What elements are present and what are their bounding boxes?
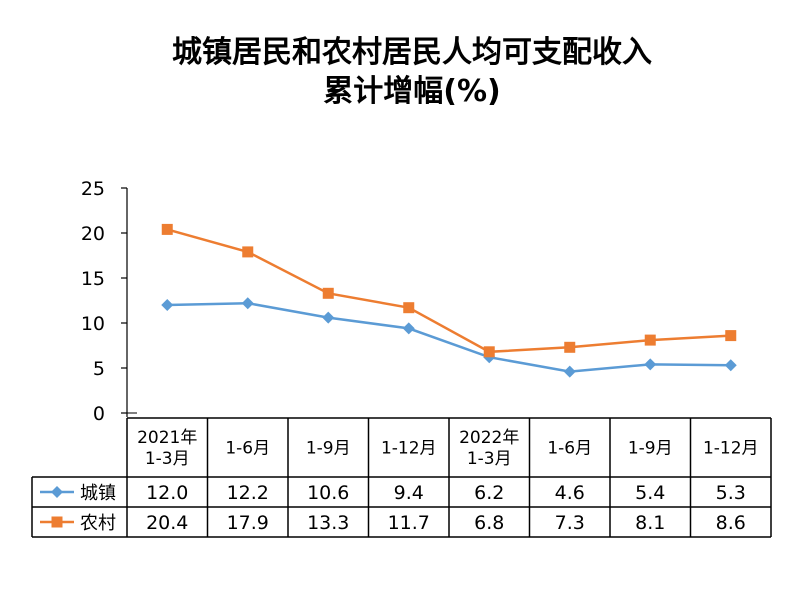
- y-tick-label: 20: [81, 223, 105, 245]
- x-category-label: 1-12月: [703, 439, 759, 459]
- series-line-rural: [166, 228, 731, 354]
- x-category-label: 1-3月: [145, 449, 190, 469]
- data-value-cell: 4.6: [555, 482, 585, 504]
- x-category-label: 1-6月: [547, 439, 592, 459]
- series-line-urban: [167, 301, 731, 373]
- data-value-cell: 8.1: [635, 512, 665, 534]
- data-point-urban: [644, 358, 657, 371]
- data-point-rural: [161, 223, 173, 235]
- data-point-urban: [322, 311, 335, 324]
- data-point-rural: [242, 246, 254, 258]
- y-tick-label: 10: [81, 313, 105, 335]
- data-point-rural: [322, 287, 334, 299]
- chart-title-line: 城镇居民和农村居民人均可支配收入: [172, 35, 652, 70]
- data-point-rural: [644, 334, 656, 346]
- data-value-cell: 9.4: [394, 482, 424, 504]
- data-value-cell: 8.6: [716, 512, 746, 534]
- legend-key-marker: [51, 486, 63, 498]
- x-category-label: 1-3月: [467, 449, 512, 469]
- data-value-cell: 20.4: [146, 512, 188, 534]
- x-category-label: 1-9月: [628, 439, 673, 459]
- data-value-cell: 5.4: [635, 482, 665, 504]
- data-point-urban: [402, 322, 415, 335]
- data-point-urban: [563, 365, 576, 378]
- data-value-cell: 5.3: [716, 482, 746, 504]
- y-tick-label: 0: [93, 403, 105, 425]
- y-tick-label: 15: [81, 268, 105, 290]
- series-name: 农村: [80, 513, 116, 534]
- x-category-label: 2022年: [459, 428, 519, 448]
- data-value-cell: 17.9: [227, 512, 269, 534]
- data-value-cell: 12.2: [227, 482, 269, 504]
- y-tick-label: 5: [93, 358, 105, 380]
- x-category-label: 1-6月: [225, 439, 270, 459]
- y-tick-label: 25: [81, 178, 105, 200]
- legend-key-marker: [51, 516, 63, 528]
- x-category-label: 1-9月: [306, 439, 351, 459]
- data-point-rural: [564, 341, 576, 353]
- data-value-cell: 12.0: [146, 482, 188, 504]
- x-category-label: 2021年: [137, 428, 197, 448]
- series-name: 城镇: [80, 483, 116, 504]
- data-value-cell: 7.3: [555, 512, 585, 534]
- data-value-cell: 6.8: [474, 512, 504, 534]
- data-value-cell: 13.3: [307, 512, 349, 534]
- data-value-cell: 11.7: [388, 512, 430, 534]
- data-point-urban: [724, 359, 737, 372]
- data-point-rural: [483, 346, 495, 358]
- data-point-rural: [725, 330, 737, 342]
- chart-title-line: 累计增幅(%): [323, 74, 500, 109]
- x-category-label: 1-12月: [381, 439, 437, 459]
- data-point-urban: [241, 297, 254, 310]
- data-point-urban: [161, 299, 174, 311]
- data-value-cell: 10.6: [307, 482, 349, 504]
- data-value-cell: 6.2: [474, 482, 504, 504]
- data-point-rural: [403, 302, 415, 314]
